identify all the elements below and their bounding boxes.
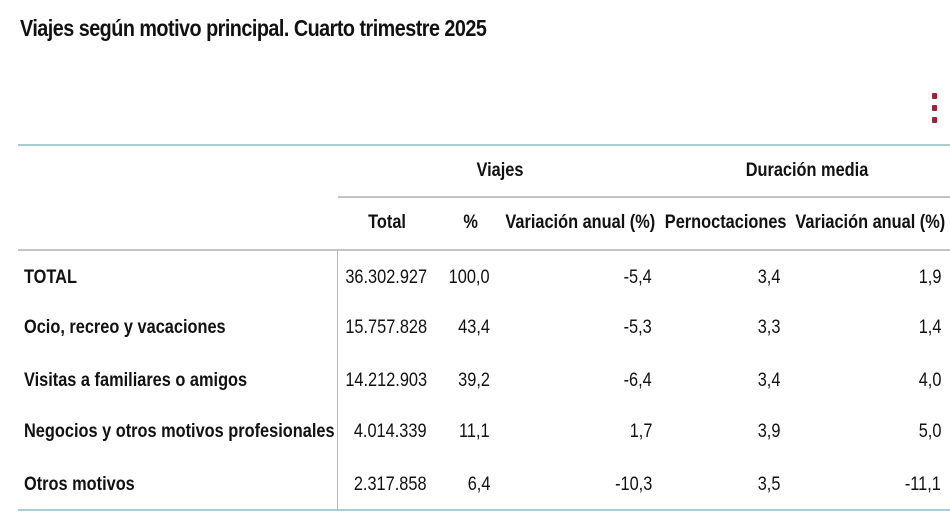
cell-total: 36.302.927 bbox=[345, 267, 427, 288]
cell-pernoctaciones: 3,4 bbox=[757, 370, 780, 391]
row-label: TOTAL bbox=[24, 267, 77, 288]
cell-variacion: -5,3 bbox=[623, 317, 652, 338]
column-header-variacion-anual: Variación anual (%) bbox=[505, 212, 655, 233]
table-top-rule bbox=[18, 144, 950, 146]
cell-variacion: -10,3 bbox=[614, 474, 652, 495]
cell-total: 4.014.339 bbox=[354, 421, 427, 442]
cell-pernoctaciones: 3,9 bbox=[757, 421, 780, 442]
column-header-pernoctaciones: Pernoctaciones bbox=[664, 212, 786, 233]
column-header-variacion-anual-duracion: Variación anual (%) bbox=[795, 212, 945, 233]
cell-pernoctaciones: 3,4 bbox=[757, 267, 780, 288]
cell-variacion-duracion: 1,4 bbox=[918, 317, 941, 338]
menu-dot-icon bbox=[931, 93, 937, 99]
cell-pct: 39,2 bbox=[458, 370, 490, 391]
row-label: Visitas a familiares o amigos bbox=[24, 370, 248, 391]
cell-variacion: 1,7 bbox=[629, 421, 652, 442]
group-header-rule bbox=[338, 196, 950, 198]
kebab-menu-button[interactable] bbox=[929, 93, 939, 123]
column-header-pct: % bbox=[463, 212, 478, 233]
group-header-viajes: Viajes bbox=[476, 160, 524, 181]
table-bottom-rule bbox=[18, 509, 950, 511]
menu-dot-icon bbox=[931, 105, 937, 111]
cell-variacion-duracion: 5,0 bbox=[918, 421, 941, 442]
column-header-rule bbox=[18, 249, 950, 251]
cell-variacion: -6,4 bbox=[623, 370, 652, 391]
column-header-total: Total bbox=[368, 212, 406, 233]
row-label: Negocios y otros motivos profesionales bbox=[24, 421, 335, 442]
cell-total: 14.212.903 bbox=[345, 370, 427, 391]
menu-dot-icon bbox=[931, 117, 937, 123]
cell-variacion-duracion: 1,9 bbox=[918, 267, 941, 288]
cell-pct: 100,0 bbox=[449, 267, 490, 288]
cell-pct: 11,1 bbox=[459, 421, 490, 442]
label-column-divider bbox=[337, 251, 338, 509]
row-label: Otros motivos bbox=[24, 474, 135, 495]
cell-pernoctaciones: 3,3 bbox=[757, 317, 780, 338]
page-title: Viajes según motivo principal. Cuarto tr… bbox=[20, 15, 487, 41]
cell-variacion-duracion: -11,1 bbox=[904, 474, 941, 495]
cell-variacion-duracion: 4,0 bbox=[918, 370, 941, 391]
group-header-duracion-media: Duración media bbox=[745, 160, 869, 181]
cell-total: 15.757.828 bbox=[345, 317, 427, 338]
row-label: Ocio, recreo y vacaciones bbox=[24, 317, 226, 338]
cell-pct: 6,4 bbox=[467, 474, 490, 495]
cell-total: 2.317.858 bbox=[354, 474, 427, 495]
cell-variacion: -5,4 bbox=[623, 267, 652, 288]
cell-pernoctaciones: 3,5 bbox=[757, 474, 780, 495]
cell-pct: 43,4 bbox=[458, 317, 490, 338]
